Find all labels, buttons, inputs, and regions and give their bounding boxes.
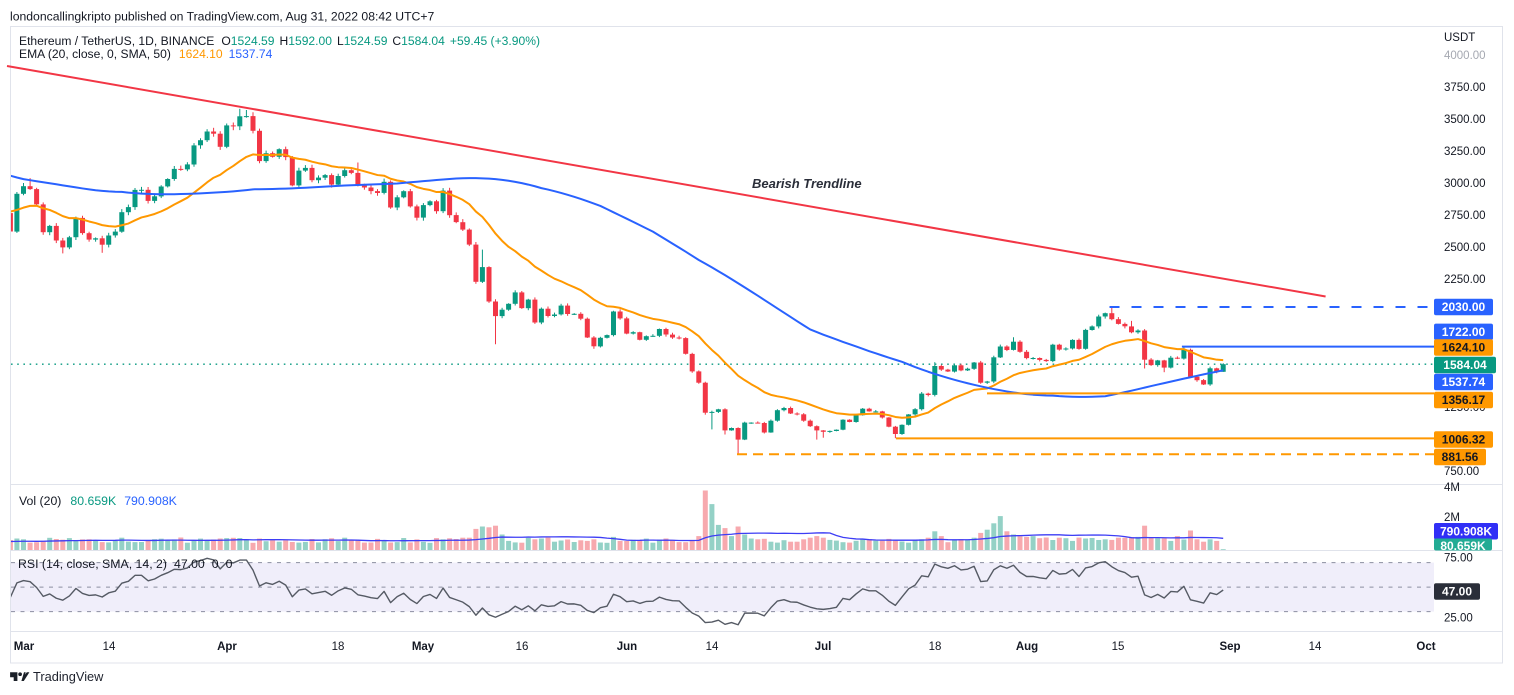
svg-text:3000.00: 3000.00 — [1444, 178, 1486, 190]
svg-text:1356.17: 1356.17 — [1442, 393, 1486, 407]
svg-text:80.659K: 80.659K — [1440, 539, 1486, 553]
svg-text:47.00: 47.00 — [1442, 585, 1472, 599]
svg-text:2500.00: 2500.00 — [1444, 242, 1486, 254]
svg-text:2750.00: 2750.00 — [1444, 210, 1486, 222]
svg-text:18: 18 — [929, 641, 942, 653]
svg-text:14: 14 — [706, 641, 719, 653]
svg-text:15: 15 — [1112, 641, 1125, 653]
svg-text:Bearish Trendline: Bearish Trendline — [752, 176, 862, 191]
svg-text:18: 18 — [332, 641, 345, 653]
svg-text:75.00: 75.00 — [1444, 553, 1473, 565]
svg-text:Sep: Sep — [1219, 641, 1240, 653]
svg-text:3250.00: 3250.00 — [1444, 146, 1486, 158]
svg-text:4M: 4M — [1444, 482, 1460, 494]
svg-text:881.56: 881.56 — [1442, 450, 1479, 464]
svg-text:2M: 2M — [1444, 512, 1460, 524]
svg-text:3500.00: 3500.00 — [1444, 114, 1486, 126]
svg-text:2250.00: 2250.00 — [1444, 274, 1486, 286]
svg-text:16: 16 — [516, 641, 529, 653]
svg-text:2030.00: 2030.00 — [1442, 300, 1486, 314]
svg-text:Apr: Apr — [217, 641, 237, 653]
svg-text:londoncallingkripto published: londoncallingkripto published on Trading… — [10, 10, 434, 24]
svg-text:4000.00: 4000.00 — [1444, 50, 1486, 62]
svg-text:1624.10: 1624.10 — [1442, 341, 1486, 355]
svg-text:14: 14 — [103, 641, 116, 653]
svg-text:May: May — [412, 641, 435, 653]
svg-text:1537.74: 1537.74 — [1442, 375, 1486, 389]
svg-text:1722.00: 1722.00 — [1442, 325, 1486, 339]
svg-text:14: 14 — [1309, 641, 1322, 653]
svg-text:RSI (14, close, SMA, 14, 2)47.: RSI (14, close, SMA, 14, 2) 47.00 0 0 — [18, 557, 233, 571]
svg-text:USDT: USDT — [1444, 32, 1475, 44]
svg-text:Oct: Oct — [1416, 641, 1435, 653]
svg-text:1584.04: 1584.04 — [1443, 358, 1487, 372]
svg-text:3750.00: 3750.00 — [1444, 82, 1486, 94]
svg-text:TradingView: TradingView — [33, 669, 104, 684]
svg-text:790.908K: 790.908K — [1440, 525, 1492, 539]
svg-text:Mar: Mar — [14, 641, 35, 653]
svg-text:Jul: Jul — [815, 641, 832, 653]
svg-text:750.00: 750.00 — [1444, 466, 1479, 478]
svg-text:25.00: 25.00 — [1444, 613, 1473, 625]
svg-text:Ethereum / TetherUS, 1D, BINAN: Ethereum / TetherUS, 1D, BINANCE O1524.59… — [19, 34, 540, 48]
svg-text:Jun: Jun — [617, 641, 637, 653]
svg-text:EMA (20, close, 0, SMA, 50)162: EMA (20, close, 0, SMA, 50) 1624.10 1537.7… — [19, 47, 273, 61]
svg-text:1006.32: 1006.32 — [1442, 433, 1486, 447]
svg-text:Aug: Aug — [1016, 641, 1038, 653]
